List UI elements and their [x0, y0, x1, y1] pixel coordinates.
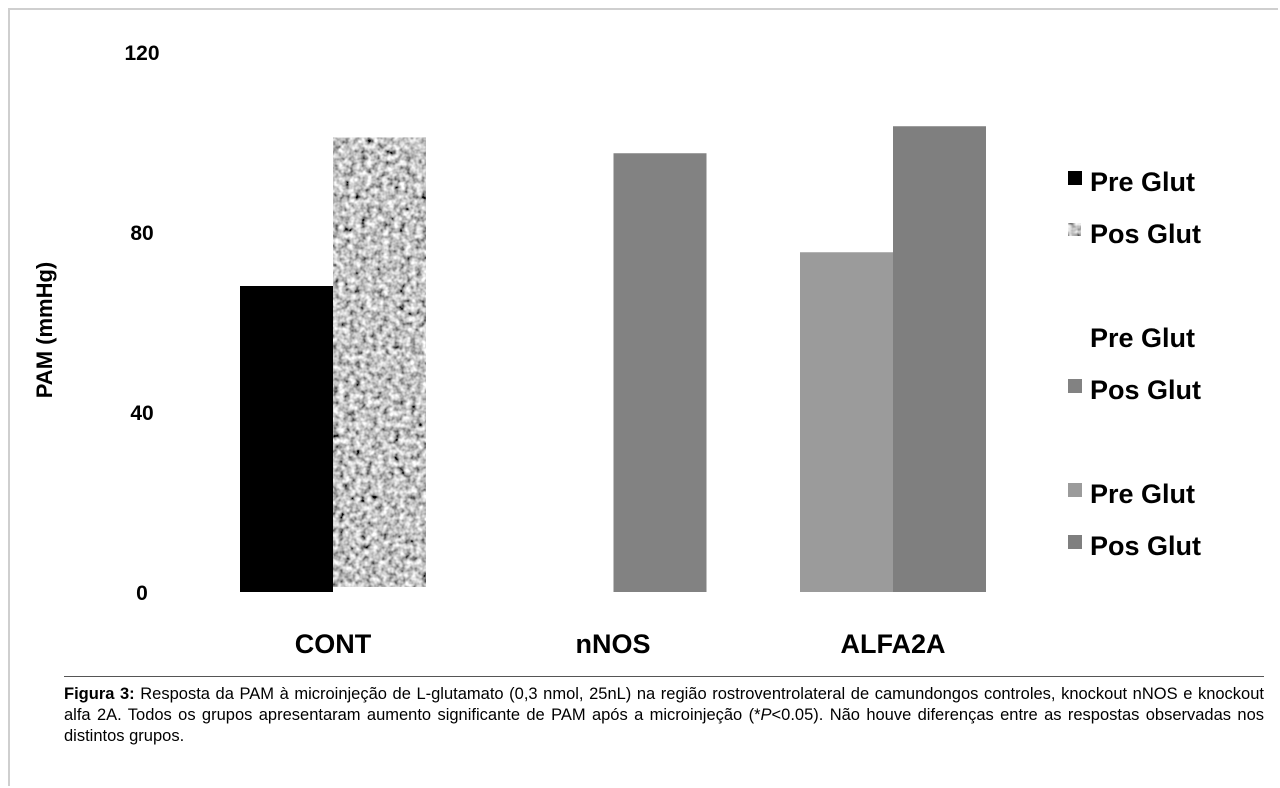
legend-swatch: [1068, 327, 1082, 341]
bar-alfa2a-pre-glut: [800, 252, 893, 592]
legend-swatch: [1068, 483, 1082, 497]
legend-swatch: [1068, 223, 1081, 236]
legend-swatch: [1068, 171, 1082, 185]
legend-label: Pre Glut: [1090, 323, 1195, 353]
y-tick-label: 0: [136, 582, 148, 605]
y-axis-title: PAM (mmHg): [32, 262, 57, 398]
figure-caption: Figura 3: Resposta da PAM à microinjeção…: [64, 684, 1264, 747]
caption-p-symbol: P: [760, 706, 772, 724]
caption-text-2: <0.05). Não houve diferenças entre as re…: [64, 706, 1264, 745]
legend-label: Pre Glut: [1090, 167, 1195, 197]
x-category-label: CONT: [295, 629, 372, 659]
legend-swatch: [1068, 379, 1082, 393]
x-category-label: ALFA2A: [840, 629, 945, 659]
caption-label: Figura 3:: [64, 685, 135, 703]
bar-chart: PAM (mmHg) 0 40 80 120 CONT nNOS ALFA2A Pre G…: [32, 42, 1201, 659]
figure-frame: [8, 8, 1278, 786]
bar-cont-pre-glut: [240, 286, 333, 592]
bar-nnos-pos-glut: [613, 153, 707, 592]
caption-divider: [64, 676, 1264, 677]
legend-label: Pos Glut: [1090, 219, 1201, 249]
legend-swatch: [1068, 535, 1082, 549]
bar-cont-pos-glut: [333, 137, 426, 587]
y-tick-label: 80: [130, 222, 153, 245]
legend-label: Pos Glut: [1090, 375, 1201, 405]
legend-label: Pre Glut: [1090, 479, 1195, 509]
x-category-label: nNOS: [575, 629, 650, 659]
y-tick-label: 40: [130, 402, 153, 425]
bar-alfa2a-pos-glut: [893, 126, 986, 592]
legend-label: Pos Glut: [1090, 531, 1201, 561]
caption-text-1: Resposta da PAM à microinjeção de L-glut…: [64, 685, 1264, 724]
y-tick-label: 120: [124, 42, 159, 65]
